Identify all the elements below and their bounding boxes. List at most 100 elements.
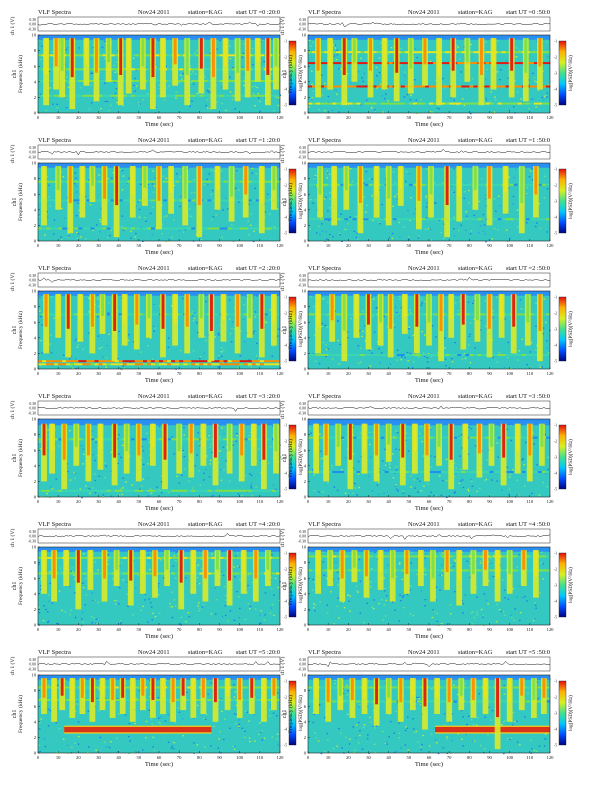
- spectral-band-segment: [449, 218, 454, 221]
- spectrogram-speckle: [161, 204, 163, 206]
- burst-core: [236, 294, 240, 327]
- spectrogram-speckle: [257, 358, 260, 360]
- spectrogram-speckle: [492, 356, 494, 359]
- spectral-band-segment: [78, 227, 83, 230]
- spectrogram-speckle: [151, 619, 154, 621]
- spectrogram-speckle: [176, 553, 179, 556]
- spectral-band-segment: [150, 199, 156, 202]
- spectrogram-speckle: [395, 469, 398, 471]
- spectral-band-segment: [106, 180, 111, 183]
- spectral-band-segment: [445, 436, 450, 439]
- spectral-band-segment: [276, 572, 281, 575]
- burst-core: [185, 38, 189, 75]
- spectral-band-segment: [505, 51, 510, 54]
- spectral-band-segment: [150, 363, 156, 366]
- spectrogram-background: [38, 291, 280, 369]
- spectral-band-segment: [247, 363, 252, 366]
- spectral-band-segment: [195, 572, 200, 575]
- spectrogram-speckle: [48, 70, 50, 72]
- spectral-band-segment: [78, 94, 83, 97]
- spectral-band-segment: [541, 313, 547, 316]
- spectrogram-speckle: [331, 358, 334, 360]
- spectrogram-speckle: [189, 208, 191, 210]
- spectrogram-speckle: [394, 181, 396, 184]
- spectrogram-speckle: [264, 216, 266, 219]
- waveform-ytick: -0.30: [298, 27, 306, 31]
- spectrogram-speckle: [527, 107, 530, 110]
- spectrogram-speckle: [508, 493, 510, 496]
- spectral-band-segment: [356, 354, 361, 356]
- spectrogram-speckle: [130, 237, 132, 239]
- x-tick-label: 110: [256, 243, 263, 248]
- spectral-band-segment: [70, 313, 75, 316]
- spectrogram-speckle: [529, 351, 532, 353]
- x-tick-label: 100: [236, 371, 244, 376]
- spectrogram-speckle: [157, 39, 160, 42]
- spectrogram-speckle: [209, 463, 212, 465]
- spectrogram-speckle: [151, 183, 154, 185]
- spectral-band-segment: [219, 54, 224, 57]
- x-tick-label: 120: [277, 627, 285, 632]
- spectrogram-speckle: [547, 84, 550, 86]
- spectrogram-speckle: [433, 456, 436, 458]
- y-tick-label: 0: [304, 367, 307, 372]
- spectrogram-speckle: [205, 104, 207, 107]
- spectral-band-segment: [461, 85, 466, 88]
- spectrogram-speckle: [275, 96, 278, 98]
- spectrogram-speckle: [406, 593, 409, 596]
- waveform-ytick: -0.30: [28, 155, 36, 159]
- x-tick-label: 120: [547, 499, 555, 504]
- spectrogram-speckle: [450, 564, 452, 566]
- spectral-band-segment: [392, 102, 397, 105]
- spectral-band-segment: [118, 199, 123, 202]
- spectral-band-segment: [74, 313, 79, 316]
- spectrogram-speckle: [358, 559, 361, 561]
- spectrogram-speckle: [199, 358, 201, 360]
- spectrogram-speckle: [535, 325, 537, 327]
- spectral-band-segment: [263, 313, 269, 316]
- spectral-band-segment: [90, 360, 95, 363]
- colorbar: [558, 168, 567, 234]
- spectrogram-speckle: [470, 428, 473, 430]
- spectrogram-speckle: [426, 202, 428, 204]
- spectral-band-segment: [122, 199, 127, 202]
- spectral-band-segment: [247, 180, 252, 183]
- spectrogram-speckle: [517, 359, 519, 361]
- panel-6: VLF Spectra Nov24 2011 station=KAG start UT…: [9, 393, 304, 512]
- spectral-band-segment: [163, 360, 168, 363]
- spectrogram-speckle: [147, 93, 149, 95]
- spectral-band-segment: [90, 363, 95, 366]
- spectrogram-speckle: [521, 338, 524, 340]
- spectrogram-speckle: [191, 311, 193, 313]
- spectral-band-segment: [227, 489, 232, 492]
- spectrogram-speckle: [74, 592, 76, 594]
- spectrogram-speckle: [454, 491, 456, 493]
- spectral-band-segment: [255, 180, 260, 183]
- spectrogram-speckle: [237, 596, 240, 598]
- y-axis-label: Frequency (kHz): [17, 311, 24, 349]
- spectrogram-speckle: [532, 72, 534, 75]
- spectrogram-speckle: [134, 587, 137, 589]
- spectrogram-speckle: [370, 108, 373, 110]
- spectrogram-speckle: [365, 99, 368, 101]
- spectrogram-speckle: [135, 85, 138, 87]
- spectrogram-speckle: [441, 564, 443, 566]
- spectral-band-segment: [114, 54, 119, 57]
- spectrogram-speckle: [254, 85, 256, 88]
- spectrogram-speckle: [331, 109, 334, 111]
- colorbar-label: log(PSD)(V²/Hz): [297, 567, 304, 603]
- x-tick-label: 0: [307, 115, 310, 120]
- spectrogram-speckle: [255, 486, 257, 488]
- spectrogram-speckle: [82, 587, 85, 589]
- burst-core: [230, 166, 233, 197]
- spectrogram-speckle: [347, 223, 349, 225]
- x-tick-label: 90: [487, 115, 492, 120]
- colorbar-tick: -2: [284, 183, 287, 187]
- spectrogram-speckle: [138, 208, 141, 211]
- spectral-band-segment: [98, 572, 103, 575]
- spectral-band-segment: [142, 360, 148, 363]
- spectral-band-segment: [360, 313, 365, 316]
- spectrogram-speckle: [339, 234, 341, 236]
- spectrogram-speckle: [158, 425, 161, 427]
- spectrogram-speckle: [425, 197, 427, 199]
